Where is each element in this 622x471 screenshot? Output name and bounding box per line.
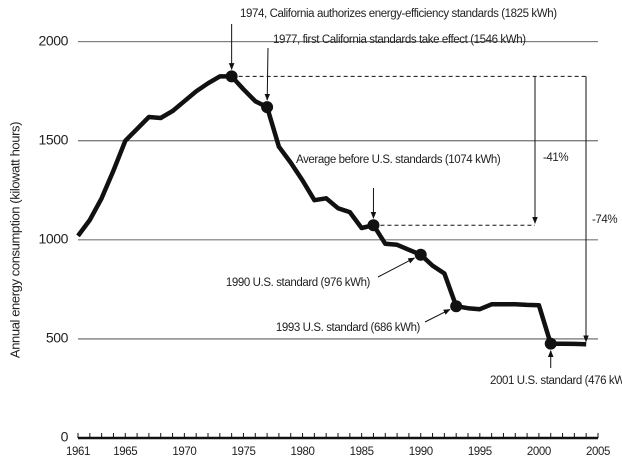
- annotation-arrow: [377, 257, 416, 278]
- annotation: 2001 U.S. standard (476 kWh): [490, 375, 622, 387]
- point-marker: [544, 337, 557, 350]
- point-marker: [450, 300, 463, 313]
- x-tick-label: 1990: [409, 446, 433, 458]
- x-tick-label: 1995: [468, 446, 492, 458]
- x-tick-label: 1970: [172, 446, 196, 458]
- y-tick-label: 500: [46, 330, 69, 346]
- annotation-arrow: [424, 308, 451, 323]
- y-tick-label: 0: [61, 429, 69, 445]
- annotation: 1993 U.S. standard (686 kWh): [276, 322, 421, 334]
- y-tick-label: 2000: [38, 32, 68, 48]
- x-tick-label: 1985: [350, 446, 374, 458]
- point-marker: [261, 101, 274, 114]
- x-tick-label: 2000: [527, 446, 551, 458]
- annotation: 1974, California authorizes energy-effic…: [240, 8, 557, 20]
- annotation: 1977, first California standards take ef…: [273, 34, 526, 46]
- x-tick-label: 1965: [113, 446, 137, 458]
- annotation-arrow: [264, 47, 271, 101]
- x-tick-label: 1980: [291, 446, 315, 458]
- y-tick-label: 1000: [38, 231, 68, 247]
- point-marker: [414, 248, 427, 261]
- annotation: Average before U.S. standards (1074 kWh): [296, 154, 501, 166]
- annotation: 1990 U.S. standard (976 kWh): [226, 277, 371, 289]
- reduction-label: -74%: [592, 214, 617, 226]
- y-axis-label: Annual energy consumption (kilowatt hour…: [7, 122, 22, 358]
- x-tick-label: 1961: [66, 446, 90, 458]
- x-tick-label: 1975: [231, 446, 255, 458]
- point-marker: [367, 219, 380, 232]
- reduction-label: -41%: [543, 152, 568, 164]
- point-marker: [225, 70, 238, 83]
- x-tick-label: 2005: [586, 446, 610, 458]
- y-tick-label: 1500: [38, 131, 68, 147]
- data-line: [76, 74, 587, 347]
